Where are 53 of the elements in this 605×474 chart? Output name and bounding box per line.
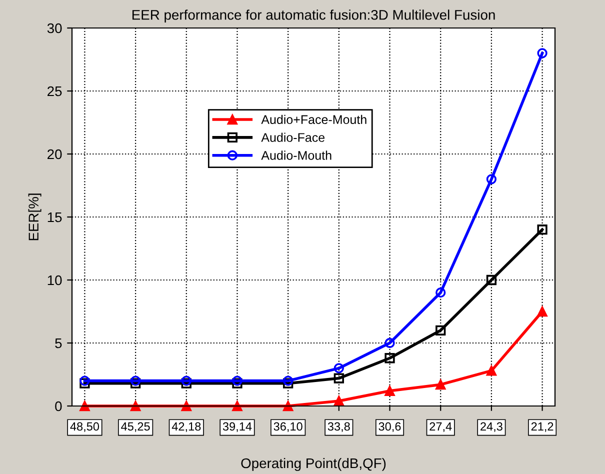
- point: [80, 378, 90, 388]
- point: [486, 274, 497, 286]
- point: [181, 378, 192, 388]
- x-tick-label: 33,8: [328, 422, 350, 432]
- point: [384, 386, 395, 396]
- point: [537, 306, 548, 317]
- point: [486, 366, 497, 376]
- point: [283, 376, 294, 386]
- point: [181, 400, 192, 412]
- point: [80, 376, 90, 386]
- point: [384, 353, 395, 364]
- y-axis-title: EER[%]: [28, 194, 42, 240]
- point: [334, 373, 344, 384]
- point: [384, 338, 395, 348]
- x-tick-label: 36,10: [274, 422, 302, 432]
- point: [283, 378, 294, 388]
- legend-label: Audio-Face: [261, 132, 325, 142]
- y-tick-label: 15: [48, 212, 62, 222]
- point: [537, 48, 548, 58]
- point: [436, 325, 446, 336]
- point: [334, 396, 344, 406]
- point: [232, 376, 242, 386]
- point: [283, 400, 294, 412]
- x-tick-label: 30,6: [378, 422, 401, 432]
- legend-label: Audio+Face-Mouth: [261, 114, 366, 124]
- chart-title: EER performance for automatic fusion:3D Multilevel Fusion: [132, 10, 495, 23]
- y-tick-label: 25: [48, 86, 62, 96]
- point: [232, 400, 242, 412]
- point: [130, 378, 141, 388]
- x-tick-label: 45,25: [121, 422, 150, 432]
- x-tick-label: 39,14: [222, 422, 252, 432]
- x-tick-label: 48,50: [70, 422, 100, 432]
- y-tick-label: 5: [55, 338, 62, 348]
- point: [232, 378, 242, 388]
- point: [537, 224, 548, 235]
- point: [436, 288, 446, 298]
- point: [486, 174, 497, 184]
- legend-label: Audio-Mouth: [261, 150, 332, 160]
- y-tick-label: 20: [48, 149, 62, 160]
- x-tick-label: 27,4: [430, 422, 452, 432]
- y-tick-label: 30: [47, 23, 62, 34]
- x-tick-label: 21,2: [531, 422, 554, 432]
- point: [181, 376, 192, 386]
- x-tick-label: 24,3: [480, 422, 502, 432]
- point: [130, 400, 141, 412]
- x-tick-label: 42,18: [172, 422, 201, 432]
- point: [436, 380, 446, 390]
- y-tick-label: 0: [55, 401, 62, 412]
- x-axis-title: Operating Point(dB,QF): [241, 458, 386, 471]
- point: [334, 363, 344, 374]
- y-tick-label: 10: [48, 275, 62, 286]
- point: [130, 376, 141, 386]
- point: [80, 400, 90, 412]
